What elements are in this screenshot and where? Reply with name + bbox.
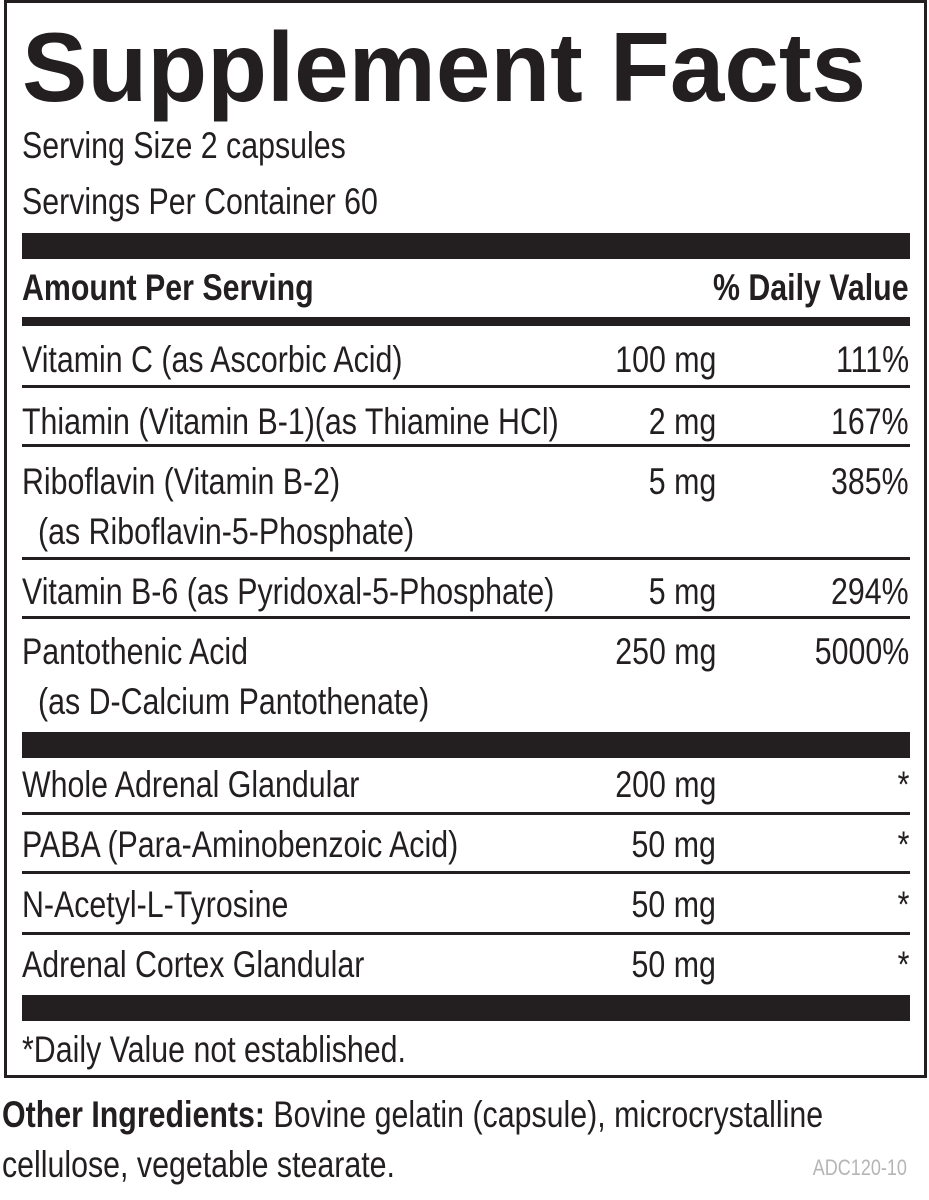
text: * [897,824,909,865]
servings-per-container: Servings Per Container 60 [22,180,456,224]
text: * [897,764,909,805]
label-box [4,0,927,1078]
row-dv: * [895,823,909,867]
row-amount: 250 mg [593,630,716,674]
row-name: Riboflavin (Vitamin B-2) [22,460,410,504]
text: ADC120-10 [812,1155,907,1180]
text: 100 mg [614,339,716,380]
row-dv: 111% [820,338,909,382]
text: PABA (Para-Aminobenzoic Acid) [22,824,459,865]
text: 5000% [814,631,909,672]
row-amount: 50 mg [613,883,716,927]
thick-rule [22,995,910,1021]
row-dv: * [895,763,909,807]
text: 111% [835,339,909,380]
text: % Daily Value [713,267,909,308]
other-ingredients-text: Bovine gelatin (capsule), microcrystalli… [2,1094,824,1185]
thin-rule [22,616,910,619]
other-ingredients: Other Ingredients: Bovine gelatin (capsu… [2,1090,888,1190]
text: Vitamin C (as Ascorbic Acid) [22,339,403,380]
text: 385% [831,461,909,502]
thin-rule [22,557,910,560]
text: 167% [831,401,909,442]
text: 5 mg [648,461,716,502]
text: Whole Adrenal Glandular [22,764,360,805]
row-name: PABA (Para-Aminobenzoic Acid) [22,823,554,867]
header-dv: % Daily Value [670,266,909,310]
row-amount: 50 mg [613,943,716,987]
thick-rule [22,732,910,758]
row-dv: 5000% [794,630,909,674]
text: 50 mg [631,884,716,925]
text: * [897,884,909,925]
row-name: Adrenal Cortex Glandular [22,943,440,987]
row-source: (as D-Calcium Pantothenate) [38,680,515,724]
title: Supplement Facts [22,12,867,122]
text: 200 mg [614,764,716,805]
header-amount: Amount Per Serving [22,266,378,310]
row-dv: 294% [814,570,909,614]
row-name: Vitamin B-6 (as Pyridoxal-5-Phosphate) [22,570,671,614]
row-name: Thiamin (Vitamin B-1)(as Thiamine HCl) [22,400,677,444]
text: (as D-Calcium Pantothenate) [38,681,430,722]
text: * [897,944,909,985]
text: N-Acetyl-L-Tyrosine [22,884,289,925]
row-dv: 167% [814,400,909,444]
footnote: *Daily Value not established. [22,1028,490,1072]
product-code: ADC120-10 [792,1146,907,1190]
text: Amount Per Serving [22,267,314,308]
text: Pantothenic Acid [22,631,249,672]
row-source: (as Riboflavin-5-Phosphate) [38,510,497,554]
row-dv: 385% [814,460,909,504]
row-name: N-Acetyl-L-Tyrosine [22,883,347,927]
text: Adrenal Cortex Glandular [22,944,365,985]
text: Thiamin (Vitamin B-1)(as Thiamine HCl) [22,401,559,442]
row-amount: 100 mg [593,338,716,382]
row-name: Pantothenic Acid [22,630,298,674]
other-ingredients-label: Other Ingredients: [2,1094,265,1135]
medium-rule [22,317,910,326]
row-amount: 5 mg [634,460,716,504]
row-dv: * [895,883,909,927]
row-dv: * [895,943,909,987]
thin-rule [22,385,910,388]
thin-rule [22,871,910,874]
text: Servings Per Container 60 [22,181,378,222]
text: 250 mg [614,631,716,672]
text: Riboflavin (Vitamin B-2) [22,461,341,502]
text: Serving Size 2 capsules [22,125,346,166]
thin-rule [22,812,910,815]
text: 294% [831,571,909,612]
serving-size: Serving Size 2 capsules [22,124,417,168]
text: 2 mg [648,401,716,442]
row-amount: 200 mg [593,763,716,807]
row-amount: 2 mg [634,400,716,444]
text: Vitamin B-6 (as Pyridoxal-5-Phosphate) [22,571,555,612]
text: *Daily Value not established. [22,1029,406,1070]
text: 50 mg [631,944,716,985]
row-name: Vitamin C (as Ascorbic Acid) [22,338,486,382]
thin-rule [22,444,910,447]
text: 5 mg [648,571,716,612]
text: (as Riboflavin-5-Phosphate) [38,511,415,552]
thin-rule [22,932,910,935]
row-amount: 5 mg [634,570,716,614]
thick-rule [22,233,910,259]
row-name: Whole Adrenal Glandular [22,763,433,807]
row-amount: 50 mg [613,823,716,867]
text: 50 mg [631,824,716,865]
